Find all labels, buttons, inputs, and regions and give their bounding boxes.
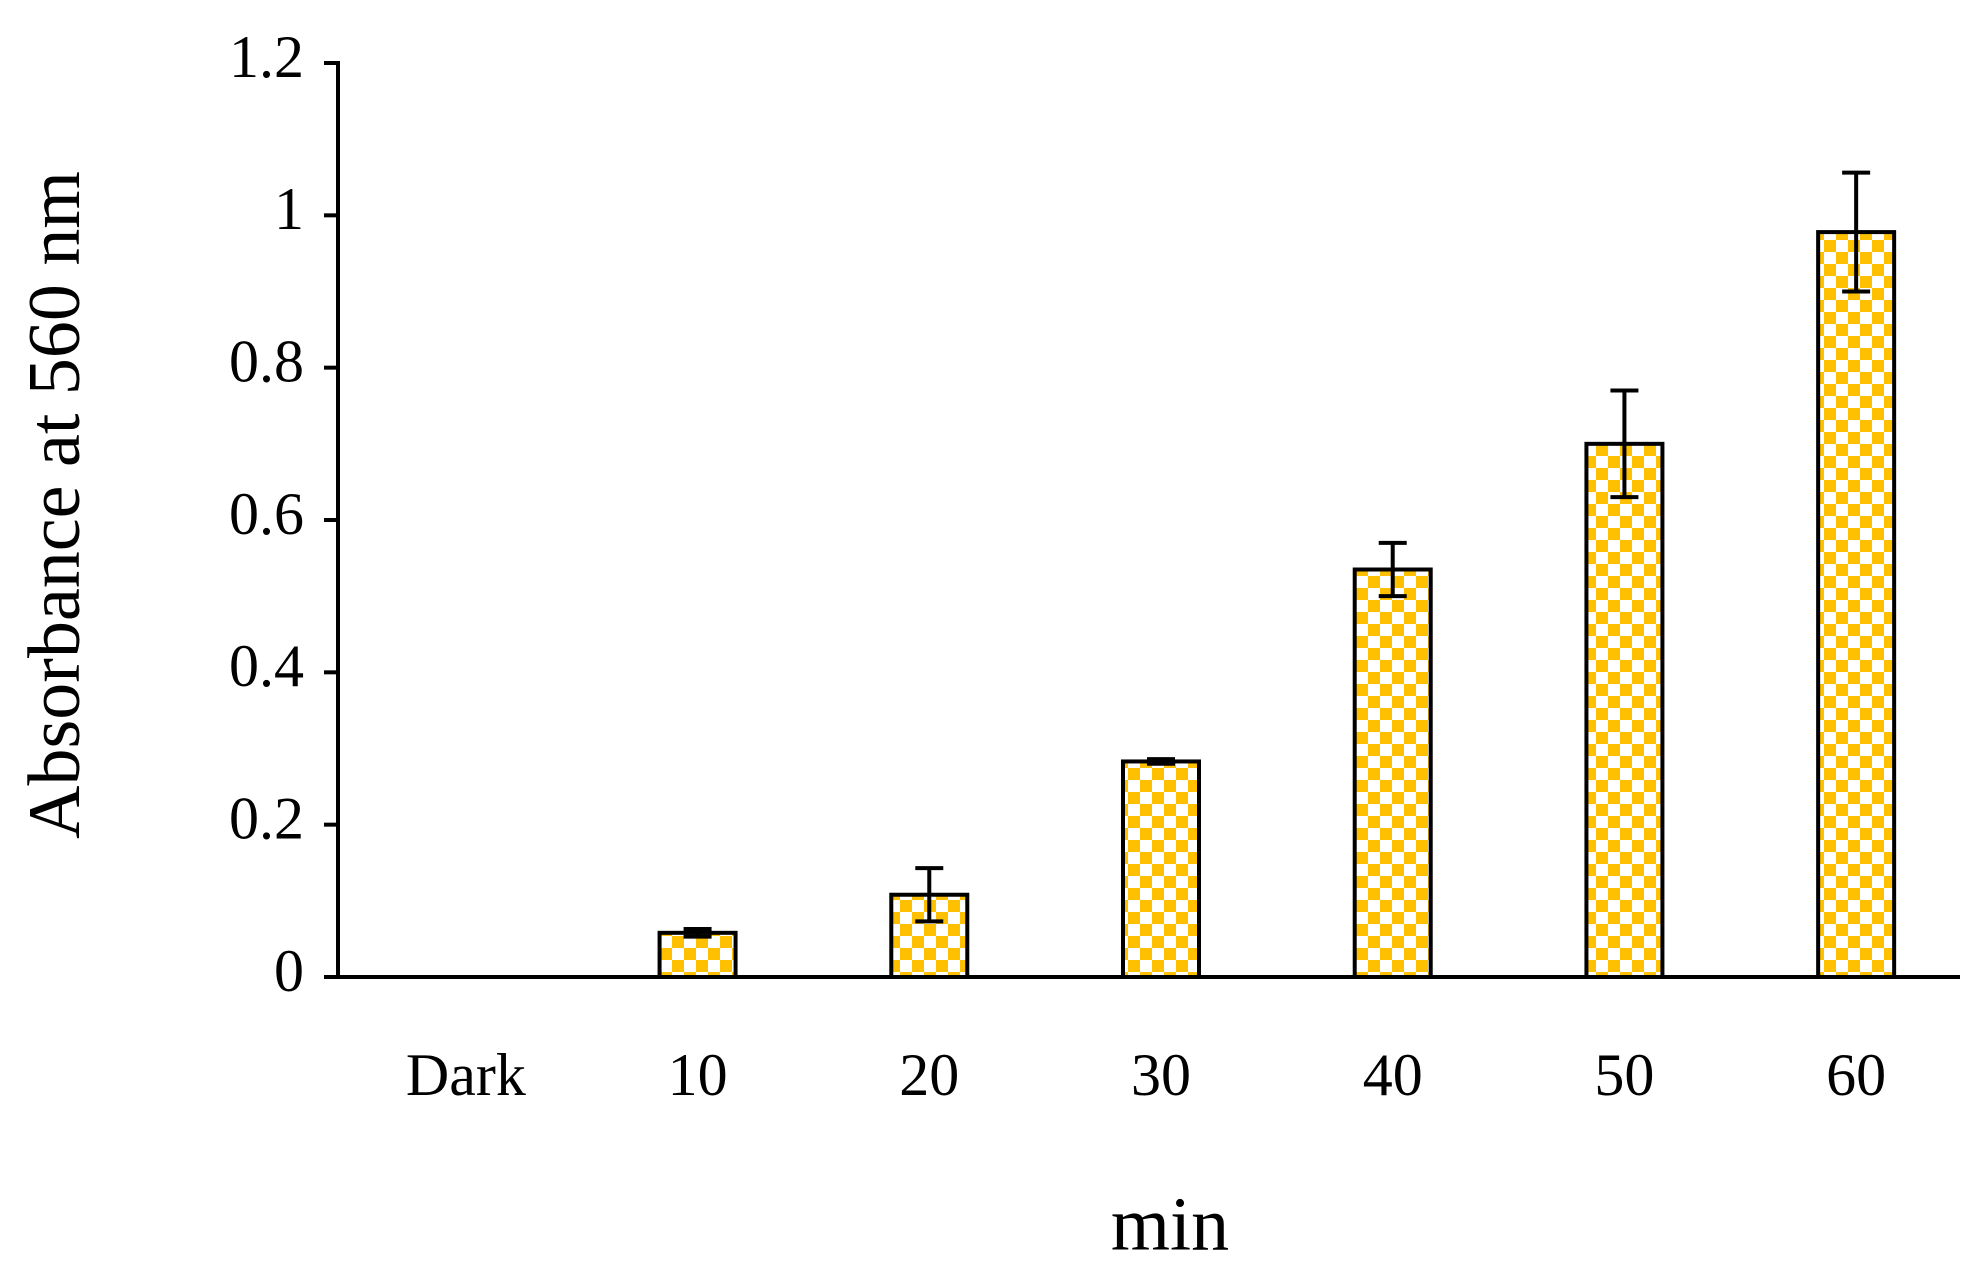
bar (1584, 441, 1665, 980)
x-tick-label: 50 (1594, 1042, 1654, 1108)
bar (657, 930, 738, 979)
bar (1121, 759, 1201, 979)
y-tick-label: 0.6 (229, 481, 304, 547)
x-tick-label: 40 (1363, 1042, 1423, 1108)
y-tick-label: 0.8 (229, 328, 304, 394)
x-tick-label: 30 (1131, 1042, 1191, 1108)
y-tick-label: 1.2 (229, 24, 304, 90)
y-tick-label: 1 (274, 176, 304, 242)
bar (1816, 230, 1897, 979)
x-axis-label: min (1111, 1182, 1229, 1266)
x-tick-label: 10 (668, 1042, 728, 1108)
y-tick-label: 0.4 (229, 633, 304, 699)
x-tick-label: 60 (1826, 1042, 1886, 1108)
x-tick-label: Dark (406, 1042, 526, 1108)
y-tick-label: 0.2 (229, 785, 304, 851)
bar (1352, 567, 1433, 980)
x-tick-label: 20 (899, 1042, 959, 1108)
y-axis-label: Absorbance at 560 nm (14, 171, 96, 839)
y-tick-label: 0 (274, 938, 304, 1004)
